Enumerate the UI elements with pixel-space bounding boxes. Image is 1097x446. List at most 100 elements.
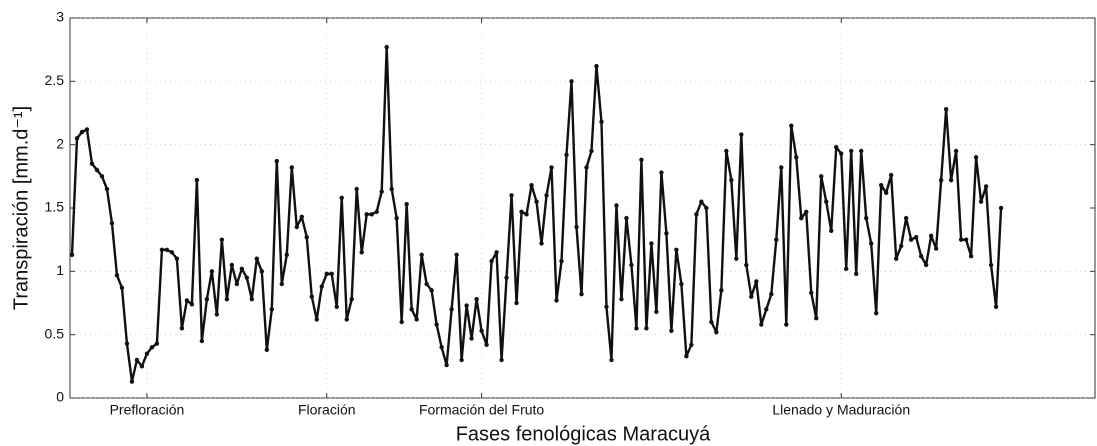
data-point xyxy=(489,259,494,264)
data-point xyxy=(754,279,759,284)
data-point xyxy=(903,215,909,221)
data-point xyxy=(968,253,974,259)
data-point xyxy=(424,281,429,287)
data-point xyxy=(674,247,679,252)
data-point xyxy=(104,186,110,192)
data-point xyxy=(534,199,539,204)
data-point xyxy=(204,297,210,302)
data-point xyxy=(279,281,284,287)
data-point xyxy=(429,288,434,293)
data-point xyxy=(364,212,369,217)
x-tick-label: Floración xyxy=(298,402,356,418)
data-point xyxy=(549,165,554,170)
data-point xyxy=(264,347,270,353)
data-point xyxy=(414,317,419,322)
data-point xyxy=(224,297,230,302)
data-point xyxy=(99,174,105,179)
data-point xyxy=(629,262,634,268)
data-point xyxy=(649,241,654,246)
data-point xyxy=(619,297,624,302)
data-point xyxy=(374,209,379,214)
y-tick-label: 1.5 xyxy=(45,199,65,215)
data-point xyxy=(574,224,579,230)
data-point xyxy=(479,328,484,334)
data-point xyxy=(584,165,589,170)
data-point xyxy=(369,212,374,217)
data-point xyxy=(254,256,260,261)
data-point xyxy=(893,256,899,261)
data-point xyxy=(359,250,364,255)
data-point xyxy=(449,307,454,312)
data-point xyxy=(124,341,130,346)
data-point xyxy=(194,177,200,183)
data-point xyxy=(499,357,504,363)
data-point xyxy=(159,247,165,252)
data-point xyxy=(684,354,689,359)
data-point xyxy=(564,152,569,157)
data-point xyxy=(739,132,744,137)
data-point xyxy=(993,304,999,309)
data-point xyxy=(669,328,674,334)
data-point xyxy=(749,294,754,299)
data-point xyxy=(634,326,639,331)
data-point xyxy=(74,136,80,141)
data-point xyxy=(484,342,489,347)
data-point xyxy=(864,215,869,221)
data-point xyxy=(569,79,574,84)
data-point xyxy=(524,212,529,217)
data-point xyxy=(304,234,309,240)
data-point xyxy=(694,212,699,217)
data-point xyxy=(938,177,944,183)
y-tick-label: 2.5 xyxy=(45,72,65,88)
data-point xyxy=(784,322,789,327)
data-point xyxy=(514,300,519,306)
x-tick-label: Prefloración xyxy=(110,402,185,418)
data-point xyxy=(714,329,719,335)
data-point xyxy=(399,319,404,325)
data-point xyxy=(943,107,949,112)
data-point xyxy=(539,241,544,246)
data-point xyxy=(139,364,145,369)
data-point xyxy=(923,262,929,268)
data-point xyxy=(169,250,175,255)
data-point xyxy=(734,256,739,261)
data-point xyxy=(799,215,804,221)
y-tick-label: 0 xyxy=(56,389,64,405)
data-point xyxy=(294,224,299,230)
data-point xyxy=(184,298,190,303)
data-point xyxy=(89,161,95,166)
data-point xyxy=(384,44,389,50)
data-point xyxy=(839,151,844,156)
data-point xyxy=(928,233,934,239)
data-point xyxy=(154,341,160,346)
data-point xyxy=(689,342,694,347)
data-point xyxy=(229,262,235,268)
data-point xyxy=(289,165,294,170)
data-point xyxy=(624,215,629,221)
data-point xyxy=(659,170,664,175)
data-point xyxy=(119,285,125,290)
data-point xyxy=(704,205,709,211)
data-point xyxy=(869,241,874,246)
x-tick-label: Formación del Fruto xyxy=(419,402,544,418)
data-point xyxy=(94,167,100,173)
data-line xyxy=(70,45,1003,383)
data-point xyxy=(948,177,954,183)
data-point xyxy=(494,250,499,255)
data-point xyxy=(918,253,924,259)
data-point xyxy=(404,202,409,207)
data-point xyxy=(774,237,779,242)
data-point xyxy=(219,237,225,242)
data-point xyxy=(978,199,984,204)
data-point xyxy=(234,281,240,287)
data-point xyxy=(998,205,1004,211)
data-point xyxy=(834,145,839,150)
data-point xyxy=(544,193,549,198)
data-point xyxy=(639,157,644,163)
data-point xyxy=(654,309,659,315)
data-point xyxy=(814,316,819,321)
data-point xyxy=(709,319,714,325)
data-point xyxy=(913,234,919,240)
data-point xyxy=(149,345,155,350)
